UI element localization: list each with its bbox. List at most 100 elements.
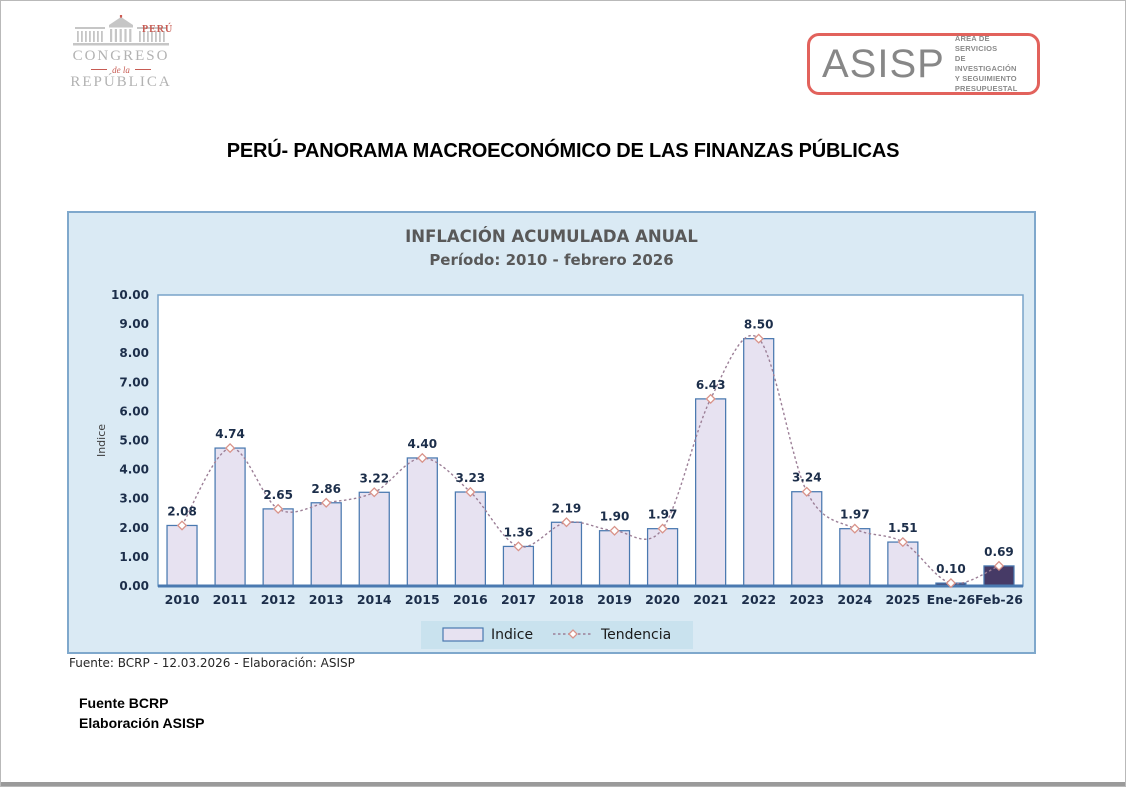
y-tick-label: 7.00: [119, 375, 149, 389]
trend-marker-Feb-26: [993, 560, 1005, 572]
y-tick-label: 3.00: [119, 492, 149, 506]
y-axis-title: Indice: [95, 424, 108, 457]
y-tick-label: 6.00: [119, 404, 149, 418]
x-tick-label: 2010: [165, 592, 200, 607]
x-tick-label: Feb-26: [975, 592, 1023, 607]
trend-marker-Ene-26: [945, 577, 957, 589]
asisp-subtitle: ÁREA DE SERVICIOS DE INVESTIGACIÓN Y SEG…: [955, 34, 1025, 94]
asisp-subtitle-line: DE INVESTIGACIÓN: [954, 54, 1017, 73]
bar-value-label: 3.22: [359, 471, 389, 485]
bar-2010: [166, 524, 198, 587]
congress-word-congreso: CONGRESO: [72, 48, 170, 64]
bar-2016: [454, 491, 486, 587]
bar-value-label: 0.69: [984, 545, 1014, 559]
trend-marker-2013: [321, 497, 332, 508]
bar-value-label: 2.86: [311, 482, 341, 496]
x-tick-label: 2023: [789, 592, 824, 607]
trend-marker-2023: [801, 486, 812, 497]
trend-marker-2025: [897, 536, 908, 548]
trend-marker-2020: [657, 523, 668, 534]
y-tick-label: 9.00: [119, 317, 149, 331]
trend-line: [181, 334, 1000, 585]
congress-word-dela: de la: [112, 64, 130, 75]
trend-marker-2021: [705, 393, 716, 405]
chart-subtitle: Período: 2010 - febrero 2026: [429, 251, 674, 269]
asisp-subtitle-line: PRESUPUESTAL: [954, 84, 1018, 93]
y-tick-label: 8.00: [119, 346, 149, 360]
trend-marker-2011: [224, 442, 236, 454]
asisp-logo: ASISP ÁREA DE SERVICIOS DE INVESTIGACIÓN…: [807, 33, 1040, 95]
x-tick-label: 2012: [261, 592, 296, 607]
y-tick-label: 2.00: [119, 521, 149, 535]
y-tick-label: 4.00: [119, 463, 149, 477]
footer-elaboration: Elaboración ASISP: [79, 715, 205, 731]
y-tick-label: 10.00: [111, 288, 149, 302]
bar-value-label: 0.10: [936, 562, 966, 576]
bar-2024: [839, 528, 871, 587]
trend-marker-2016: [465, 486, 476, 498]
congress-word-dela-row: de la: [56, 64, 186, 75]
trend-marker-2012: [273, 503, 284, 515]
bar-2015: [406, 457, 438, 587]
bar-value-label: 3.23: [456, 471, 486, 485]
trend-marker-2022: [753, 333, 764, 344]
window-bottom-edge: [1, 782, 1125, 786]
trend-marker-2010: [176, 520, 188, 531]
bar-value-label: 4.40: [408, 437, 438, 451]
bar-value-label: 2.65: [263, 488, 293, 502]
bar-2011: [214, 447, 246, 587]
trend-marker-2017: [513, 541, 524, 552]
right-rule: [134, 69, 151, 70]
bar-value-label: 1.90: [600, 510, 630, 524]
bar-2020: [646, 528, 679, 587]
legend-tendencia-marker: [568, 629, 578, 639]
bar-value-label: 4.74: [215, 427, 245, 441]
chart-title: INFLACIÓN ACUMULADA ANUAL: [405, 227, 698, 246]
bar-2018: [550, 521, 583, 587]
congress-logo: PERÚ CONGRESO de la REPÚBLICA: [56, 15, 186, 115]
left-rule: [91, 69, 108, 70]
trend-marker-2014: [369, 487, 380, 498]
bar-2022: [743, 338, 775, 587]
bar-2013: [310, 502, 342, 587]
bar-2017: [502, 545, 535, 587]
congress-building-icon: [73, 15, 169, 46]
x-tick-label: 2016: [453, 592, 488, 607]
footer-source: Fuente BCRP: [79, 695, 169, 711]
x-tick-label: 2025: [885, 592, 920, 607]
bar-value-label: 6.43: [696, 378, 726, 392]
x-tick-label: 2022: [741, 592, 776, 607]
x-tick-label: 2015: [405, 592, 440, 607]
x-tick-label: 2019: [597, 592, 632, 607]
x-tick-label: 2014: [357, 592, 392, 607]
bar-value-label: 1.51: [888, 521, 918, 535]
x-tick-label: 2013: [309, 592, 344, 607]
bar-2025: [887, 541, 919, 587]
asisp-acronym: ASISP: [822, 42, 945, 86]
x-tick-label: 2011: [213, 592, 248, 607]
page-title: PERÚ- PANORAMA MACROECONÓMICO DE LAS FIN…: [226, 140, 900, 162]
bar-2023: [791, 491, 823, 587]
asisp-subtitle-line: Y SEGUIMIENTO: [954, 74, 1017, 83]
x-tick-label: Ene-26: [927, 592, 976, 607]
x-tick-label: 2021: [693, 592, 728, 607]
chart-source-line: Fuente: BCRP - 12.03.2026 - Elaboración:…: [69, 656, 355, 670]
inflation-chart: 0.00 1.00 2.00 3.00 4.00 5.00 6.00 7.00 8.00 9.00…: [67, 211, 1036, 654]
bar-value-label: 1.97: [648, 508, 678, 522]
congress-crest-icon: [119, 15, 123, 18]
congress-country-label: PERÚ: [142, 24, 174, 35]
footer-block: Fuente BCRP Elaboración ASISP: [79, 693, 205, 733]
x-tick-label: 2024: [837, 592, 872, 607]
x-tick-label: 2017: [501, 592, 536, 607]
bar-2012: [262, 508, 294, 587]
chart-canvas: 0.00 1.00 2.00 3.00 4.00 5.00 6.00 7.00 8.00 9.00…: [95, 288, 1024, 649]
bar-value-label: 1.36: [504, 525, 534, 539]
y-tick-label: 1.00: [119, 550, 149, 564]
congress-word-republica: REPÚBLICA: [70, 74, 172, 90]
x-tick-label: 2018: [549, 592, 584, 607]
y-tick-label: 0.00: [119, 579, 149, 593]
plot-area: [157, 294, 1024, 587]
bar-2014: [358, 491, 390, 587]
bar-value-label: 8.50: [744, 318, 774, 332]
